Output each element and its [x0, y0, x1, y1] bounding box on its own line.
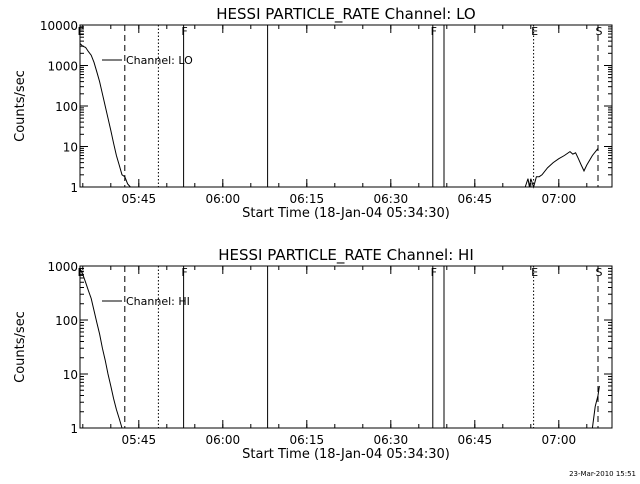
event-marker-label: F — [431, 25, 437, 38]
x-tick-label: 05:45 — [122, 433, 157, 447]
y-tick-label: 1 — [70, 422, 78, 436]
plot-frame — [79, 24, 613, 188]
x-tick-label: 06:15 — [290, 433, 325, 447]
y-tick-label: 10 — [63, 141, 78, 155]
y-tick-label: 10 — [63, 368, 78, 382]
series-line — [79, 43, 131, 188]
footer-timestamp: 23-Mar-2010 15:51 — [569, 470, 636, 478]
y-tick-label: 100 — [55, 314, 78, 328]
x-tick-label: 06:45 — [458, 433, 493, 447]
x-tick-label: 06:00 — [206, 192, 241, 206]
y-tick-label: 1 — [70, 181, 78, 195]
event-marker-label: E — [531, 266, 538, 279]
legend-label: Channel: LO — [126, 54, 193, 67]
y-axis-label: Counts/sec — [13, 311, 28, 383]
series-line — [524, 148, 599, 189]
legend-label: Channel: HI — [126, 295, 190, 308]
y-tick-label: 10000 — [40, 19, 78, 33]
x-tick-label: 07:00 — [542, 192, 577, 206]
event-marker-label: F — [181, 266, 187, 279]
x-tick-label: 06:30 — [374, 433, 409, 447]
event-marker-label: S — [596, 25, 603, 38]
y-tick-label: 1000 — [47, 260, 78, 274]
x-tick-label: 05:45 — [122, 192, 157, 206]
event-marker-label: E — [78, 266, 85, 279]
event-marker-label: S — [596, 266, 603, 279]
chart-title: HESSI PARTICLE_RATE Channel: LO — [216, 5, 475, 24]
chart-title: HESSI PARTICLE_RATE Channel: HI — [218, 246, 474, 265]
y-axis-label: Counts/sec — [13, 70, 28, 142]
x-axis-label: Start Time (18-Jan-04 05:34:30) — [242, 447, 450, 462]
y-tick-label: 1000 — [47, 60, 78, 74]
plot-frame — [79, 265, 613, 429]
series-line — [79, 268, 123, 429]
x-tick-label: 06:45 — [458, 192, 493, 206]
chart-1: HESSI PARTICLE_RATE Channel: LO 1 10 100 100… — [13, 5, 613, 221]
event-marker-label: E — [531, 25, 538, 38]
y-tick-label: 100 — [55, 100, 78, 114]
chart-2: HESSI PARTICLE_RATE Channel: HI 1 10 100 100… — [13, 246, 613, 462]
x-tick-label: 07:00 — [542, 433, 577, 447]
event-marker-label: E — [78, 25, 85, 38]
x-tick-label: 06:00 — [206, 433, 241, 447]
series-line — [591, 385, 600, 429]
event-marker-label: F — [181, 25, 187, 38]
x-tick-label: 06:15 — [290, 192, 325, 206]
x-axis-label: Start Time (18-Jan-04 05:34:30) — [242, 206, 450, 221]
event-marker-label: F — [431, 266, 437, 279]
x-tick-label: 06:30 — [374, 192, 409, 206]
